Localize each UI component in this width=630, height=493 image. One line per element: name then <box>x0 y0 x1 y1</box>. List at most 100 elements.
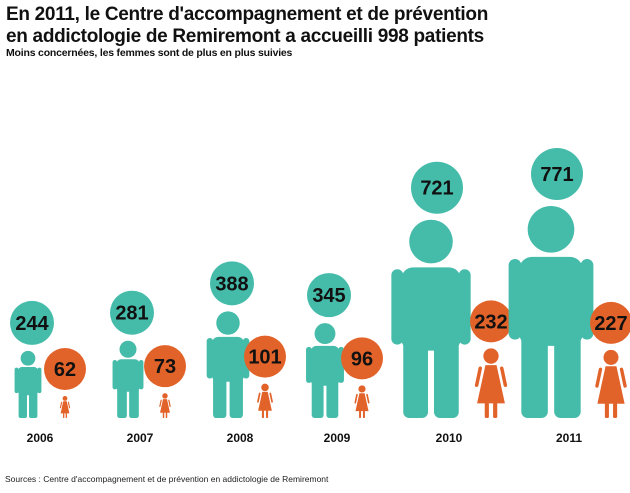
man-torso <box>116 359 140 392</box>
men-bubble-circle <box>10 300 54 345</box>
woman-arm-right <box>500 366 508 387</box>
man-pictogram <box>508 206 594 418</box>
year-group-2007: 281 73 2007 <box>110 290 186 445</box>
woman-arm-left <box>354 393 358 404</box>
woman-leg-right <box>613 403 618 418</box>
man-torso <box>211 336 245 382</box>
man-head <box>527 206 575 253</box>
data-label: 232 <box>474 311 507 333</box>
woman-leg-left <box>359 410 362 418</box>
man-leg-right <box>433 334 459 418</box>
woman-leg-right <box>266 410 269 418</box>
data-label: 721 <box>420 178 453 200</box>
men-bubble: 345 <box>307 273 351 318</box>
man-pictogram <box>391 219 471 418</box>
year-group-2006: 244 62 2006 <box>10 300 86 445</box>
men-bubble: 281 <box>110 290 154 335</box>
data-label: 227 <box>594 313 627 335</box>
man-torso <box>310 345 340 386</box>
data-label: 388 <box>215 273 248 295</box>
x-tick-label: 2008 <box>227 431 254 445</box>
data-label: 73 <box>154 356 176 378</box>
women-bubble: 101 <box>244 335 286 378</box>
x-tick-label: 2009 <box>324 431 351 445</box>
man-head <box>216 311 240 335</box>
woman-arm-left <box>474 366 482 387</box>
man-leg-right <box>229 373 243 418</box>
man-pictogram <box>306 323 344 418</box>
man-leg-left <box>213 373 227 418</box>
data-label: 96 <box>351 348 373 370</box>
chart-title: En 2011, le Centre d'accompagnement et d… <box>6 4 626 48</box>
data-label: 101 <box>248 347 281 369</box>
man-arm-left <box>508 259 522 340</box>
data-label: 244 <box>15 313 49 335</box>
men-bubble: 771 <box>531 148 583 200</box>
man-arm-left <box>112 360 118 390</box>
sources-note: Sources : Centre d'accompagnement et de … <box>5 474 329 484</box>
women-bubble-circle <box>44 348 86 390</box>
year-group-2008: 388 101 2008 <box>206 261 286 445</box>
woman-dress <box>60 401 70 414</box>
men-bubble: 388 <box>210 261 254 306</box>
woman-arm-right <box>366 393 370 404</box>
man-arm-right <box>580 259 594 340</box>
year-group-2010: 721 232 2010 <box>391 161 512 445</box>
women-bubble-circle <box>590 301 630 344</box>
woman-dress <box>597 366 625 404</box>
man-torso <box>519 256 583 346</box>
woman-pictogram <box>354 385 370 418</box>
woman-head <box>358 385 366 393</box>
woman-head <box>603 349 619 365</box>
woman-head <box>62 396 68 401</box>
women-bubble-circle <box>244 335 286 378</box>
man-pictogram <box>112 340 144 418</box>
man-head <box>119 340 137 358</box>
data-label: 281 <box>115 303 148 325</box>
men-bubble-circle <box>110 290 154 335</box>
man-leg-right <box>554 328 581 418</box>
man-arm-left <box>14 367 19 394</box>
x-tick-label: 2007 <box>127 431 154 445</box>
man-head <box>409 219 453 264</box>
title-line-2: en addictologie de Remiremont a accueill… <box>6 26 484 47</box>
women-bubble: 62 <box>44 348 86 390</box>
woman-arm-left <box>159 399 162 407</box>
woman-leg-left <box>604 403 609 418</box>
men-bubble: 721 <box>411 161 463 214</box>
man-pictogram <box>14 350 42 418</box>
man-leg-left <box>117 385 127 418</box>
men-bubble: 244 <box>10 300 54 345</box>
woman-pictogram <box>59 396 71 418</box>
man-arm-left <box>306 346 312 383</box>
woman-arm-right <box>67 401 71 409</box>
man-torso <box>401 267 461 351</box>
man-arm-left <box>206 337 214 379</box>
woman-pictogram <box>257 383 273 418</box>
woman-arm-left <box>59 401 63 409</box>
woman-pictogram <box>474 348 508 418</box>
x-tick-label: 2011 <box>556 431 582 445</box>
women-bubble: 96 <box>341 337 383 380</box>
woman-leg-left <box>162 412 165 418</box>
man-leg-left <box>18 389 27 418</box>
data-label: 771 <box>540 164 573 186</box>
woman-leg-right <box>65 413 67 418</box>
man-leg-right <box>326 378 339 418</box>
men-bubble-circle <box>531 148 583 200</box>
woman-pictogram <box>159 393 171 418</box>
x-tick-label: 2006 <box>27 431 54 445</box>
women-bubble: 73 <box>144 345 186 388</box>
man-arm-left <box>391 269 404 345</box>
man-leg-right <box>129 385 139 418</box>
women-bubble-circle <box>470 300 512 343</box>
woman-arm-right <box>168 399 171 407</box>
year-group-2011: 771 227 2011 <box>508 148 630 445</box>
man-torso <box>17 367 39 396</box>
woman-arm-left <box>595 367 603 388</box>
woman-dress <box>355 393 369 412</box>
women-bubble-circle <box>341 337 383 380</box>
woman-dress <box>477 365 505 404</box>
